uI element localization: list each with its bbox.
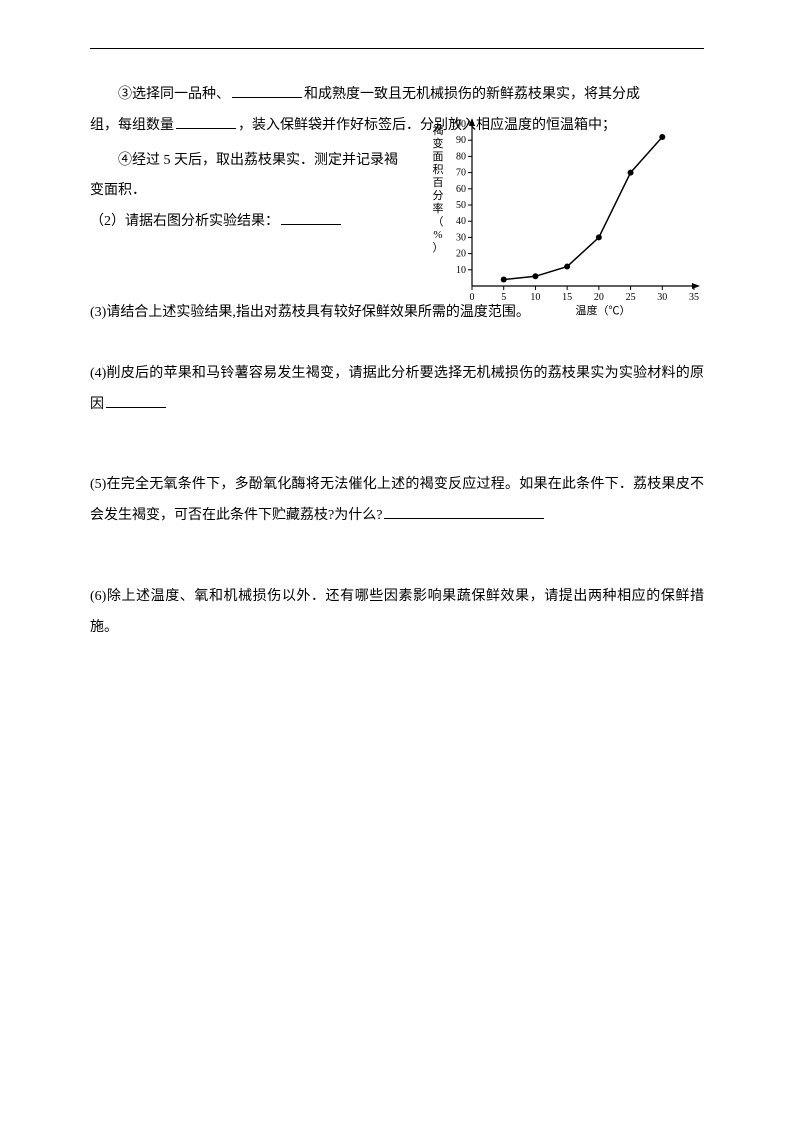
text-p3-c: 组，每组数量 bbox=[90, 118, 174, 133]
svg-text:25: 25 bbox=[626, 292, 636, 303]
svg-text:30: 30 bbox=[657, 292, 667, 303]
paragraph-9: (6)除上述温度、氧和机械损伤以外．还有哪些因素影响果蔬保鲜效果，请提出两种相应… bbox=[90, 582, 704, 644]
text-p5: （2）请据右图分析实验结果： bbox=[90, 214, 279, 229]
blank-why bbox=[384, 505, 544, 519]
text-p9: (6)除上述温度、氧和机械损伤以外．还有哪些因素影响果蔬保鲜效果，请提出两种相应… bbox=[90, 589, 704, 635]
chart-section: ④经过 5 天后，取出荔枝果实．测定并记录褐 变面积． （2）请据右图分析实验结… bbox=[90, 146, 704, 238]
paragraph-4b: 变面积． bbox=[90, 176, 410, 207]
svg-text:20: 20 bbox=[456, 248, 466, 259]
blank-result bbox=[281, 211, 341, 225]
svg-text:）: ） bbox=[433, 241, 444, 254]
svg-text:0: 0 bbox=[470, 292, 475, 303]
svg-text:10: 10 bbox=[530, 292, 540, 303]
svg-text:面: 面 bbox=[433, 151, 444, 163]
svg-text:5: 5 bbox=[501, 292, 506, 303]
svg-text:60: 60 bbox=[456, 183, 466, 194]
svg-text:35: 35 bbox=[689, 292, 699, 303]
svg-text:率: 率 bbox=[433, 201, 444, 215]
chart-left-text: ④经过 5 天后，取出荔枝果实．测定并记录褐 变面积． （2）请据右图分析实验结… bbox=[90, 146, 410, 238]
document-body: ③选择同一品种、和成熟度一致且无机械损伤的新鲜荔枝果实，将其分成 组，每组数量，… bbox=[90, 80, 704, 644]
paragraph-5: （2）请据右图分析实验结果： bbox=[90, 207, 410, 238]
line-chart: 0 5 10 15 20 25 30 35 10 20 30 40 50 60 70 80 90 100 温度（℃）… bbox=[424, 116, 704, 316]
paragraph-4a: ④经过 5 天后，取出荔枝果实．测定并记录褐 bbox=[90, 146, 410, 177]
text-p3-b: 和成熟度一致且无机械损伤的新鲜荔枝果实，将其分成 bbox=[304, 87, 640, 102]
svg-text:变: 变 bbox=[433, 136, 444, 150]
paragraph-7: (4)削皮后的苹果和马铃薯容易发生褐变，请据此分析要选择无机械损伤的荔枝果实为实… bbox=[90, 359, 704, 421]
svg-text:100: 100 bbox=[451, 119, 466, 130]
text-p3-a: ③选择同一品种、 bbox=[118, 87, 230, 102]
page-top-rule bbox=[90, 48, 704, 49]
svg-text:分: 分 bbox=[433, 189, 444, 202]
svg-text:（: （ bbox=[433, 215, 444, 228]
paragraph-8: (5)在完全无氧条件下，多酚氧化酶将无法催化上述的褐变反应过程。如果在此条件下．… bbox=[90, 470, 704, 532]
text-p7: (4)削皮后的苹果和马铃薯容易发生褐变，请据此分析要选择无机械损伤的荔枝果实为实… bbox=[90, 366, 704, 412]
text-p4-a: ④经过 5 天后，取出荔枝果实．测定并记录褐 bbox=[118, 153, 398, 168]
svg-text:70: 70 bbox=[456, 167, 466, 178]
svg-text:褐: 褐 bbox=[433, 123, 444, 137]
paragraph-3: ③选择同一品种、 和成熟度一致且无机械损伤的新鲜荔枝果实，将其分成 bbox=[90, 80, 704, 111]
svg-text:百: 百 bbox=[433, 177, 444, 189]
svg-text:%: % bbox=[433, 229, 442, 241]
svg-text:温度（℃）: 温度（℃） bbox=[576, 303, 631, 316]
svg-text:90: 90 bbox=[456, 135, 466, 146]
blank-count bbox=[176, 115, 236, 129]
svg-text:10: 10 bbox=[456, 264, 466, 275]
svg-text:50: 50 bbox=[456, 200, 466, 211]
svg-text:20: 20 bbox=[594, 292, 604, 303]
text-p4-b: 变面积． bbox=[90, 183, 146, 198]
svg-text:30: 30 bbox=[456, 232, 466, 243]
chart-svg: 0 5 10 15 20 25 30 35 10 20 30 40 50 60 70 80 90 100 温度（℃）… bbox=[424, 116, 704, 316]
svg-text:80: 80 bbox=[456, 151, 466, 162]
svg-text:积: 积 bbox=[433, 163, 444, 176]
svg-text:15: 15 bbox=[562, 292, 572, 303]
blank-variety bbox=[232, 84, 302, 98]
svg-text:40: 40 bbox=[456, 216, 466, 227]
blank-reason bbox=[106, 394, 166, 408]
